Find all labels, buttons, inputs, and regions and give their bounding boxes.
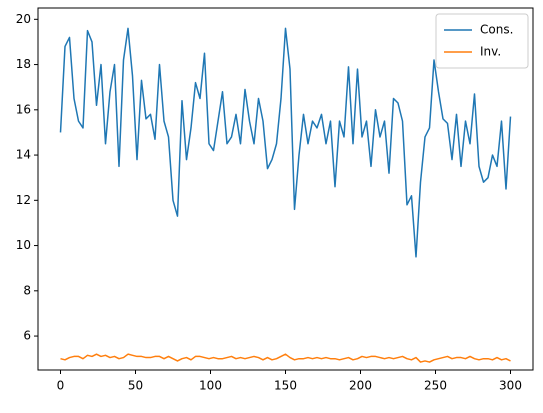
y-tick-label: 14 [16,148,31,162]
x-tick-label: 200 [349,379,372,393]
x-tick-label: 250 [424,379,447,393]
y-tick-label: 10 [16,238,31,252]
x-tick-label: 50 [128,379,143,393]
x-tick-label: 300 [499,379,522,393]
y-tick-label: 18 [16,57,31,71]
y-tick-label: 12 [16,193,31,207]
series-line [59,27,512,258]
legend-box [435,13,529,69]
y-tick-label: 8 [23,283,31,297]
y-tick-label: 20 [16,12,31,26]
y-tick-label: 6 [23,329,31,343]
y-tick-label: 16 [16,102,31,116]
x-tick-label: 0 [57,379,65,393]
legend-label: Inv. [480,45,501,59]
series-line [60,353,511,363]
x-tick-label: 150 [274,379,297,393]
legend-label: Cons. [480,23,513,37]
x-tick-label: 100 [199,379,222,393]
